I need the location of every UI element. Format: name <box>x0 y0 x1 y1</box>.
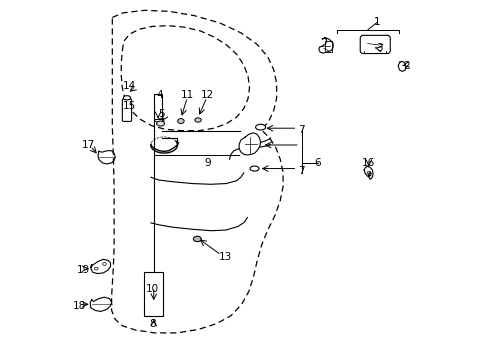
Ellipse shape <box>102 262 106 265</box>
Text: 16: 16 <box>362 158 375 168</box>
Text: 7: 7 <box>297 125 304 135</box>
Text: 11: 11 <box>181 90 194 100</box>
Text: 18: 18 <box>73 301 86 311</box>
Text: 5: 5 <box>158 109 164 119</box>
Text: 17: 17 <box>81 140 95 150</box>
Text: 9: 9 <box>204 158 211 168</box>
Bar <box>324 41 331 52</box>
Bar <box>144 272 163 316</box>
Text: 10: 10 <box>145 284 159 294</box>
Ellipse shape <box>94 267 98 270</box>
Ellipse shape <box>249 166 259 171</box>
Text: 19: 19 <box>76 265 89 275</box>
Text: 13: 13 <box>219 252 232 262</box>
Ellipse shape <box>194 118 201 122</box>
Ellipse shape <box>193 236 201 242</box>
Text: 3: 3 <box>375 43 382 53</box>
Bar <box>154 94 162 118</box>
Text: 8: 8 <box>149 319 155 329</box>
Text: 6: 6 <box>314 158 321 168</box>
Text: 15: 15 <box>122 101 136 111</box>
Text: 2: 2 <box>403 62 409 71</box>
Ellipse shape <box>123 96 130 100</box>
Ellipse shape <box>177 118 184 123</box>
FancyBboxPatch shape <box>360 35 389 54</box>
Text: 14: 14 <box>122 81 136 91</box>
FancyBboxPatch shape <box>122 99 131 121</box>
Text: 7: 7 <box>297 166 304 176</box>
Text: 1: 1 <box>373 17 380 27</box>
Ellipse shape <box>156 121 164 126</box>
Text: 4: 4 <box>156 90 163 100</box>
Ellipse shape <box>255 124 265 130</box>
Text: 12: 12 <box>200 90 213 100</box>
